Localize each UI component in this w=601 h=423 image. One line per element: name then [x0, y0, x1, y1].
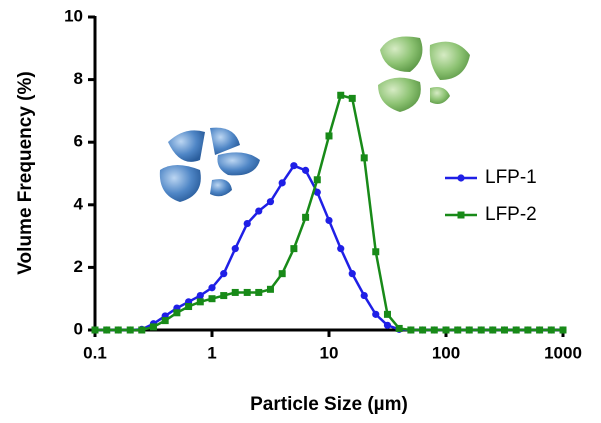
data-point [302, 166, 310, 174]
legend-label: LFP-1 [485, 167, 537, 188]
data-point [559, 326, 567, 334]
data-point [325, 216, 333, 225]
data-point [477, 326, 485, 334]
data-point [220, 292, 228, 300]
data-point [185, 303, 193, 311]
data-point [348, 94, 356, 102]
data-point [395, 324, 403, 332]
data-point [407, 326, 415, 334]
data-point [103, 326, 111, 334]
data-point [337, 91, 345, 99]
data-point [419, 326, 427, 334]
y-tick-label: 4 [74, 194, 84, 213]
data-point [489, 326, 497, 334]
data-point [465, 326, 473, 334]
data-point [266, 198, 275, 206]
data-point [243, 288, 251, 296]
x-tick-label: 1 [207, 343, 216, 362]
legend-marker [457, 211, 465, 219]
data-point [243, 219, 251, 228]
legend-label: LFP-2 [485, 204, 537, 225]
data-point [430, 326, 438, 334]
data-point [372, 310, 380, 318]
data-point [372, 248, 380, 256]
data-point [325, 132, 333, 140]
particle-icon-blue [159, 127, 260, 202]
data-point [255, 207, 263, 215]
data-point [208, 295, 216, 303]
y-tick-label: 2 [74, 257, 83, 276]
data-point [114, 326, 122, 334]
data-point [524, 326, 532, 334]
data-point [536, 326, 544, 334]
x-tick-label: 0.1 [83, 343, 107, 362]
data-point [266, 285, 274, 293]
data-point [161, 317, 169, 325]
x-tick-label: 100 [432, 343, 460, 362]
data-point [313, 188, 321, 196]
data-point [348, 270, 356, 278]
y-tick-label: 8 [74, 69, 83, 88]
y-axis-title: Volume Frequency (%) [15, 71, 36, 274]
data-point [91, 326, 99, 334]
data-point [360, 291, 368, 300]
data-point [173, 309, 181, 317]
x-axis-title: Particle Size (µm) [250, 394, 408, 415]
data-point [512, 326, 520, 334]
data-point [500, 326, 508, 334]
y-tick-label: 6 [74, 132, 83, 151]
data-point [231, 288, 239, 296]
data-point [313, 176, 321, 184]
data-point [231, 245, 239, 253]
data-point [337, 245, 345, 253]
x-tick-label: 1000 [544, 343, 582, 362]
particle-icon-green [378, 36, 470, 112]
data-point [196, 291, 204, 300]
data-point [302, 213, 310, 221]
data-point [220, 270, 228, 278]
data-point [255, 288, 263, 296]
data-point [547, 326, 555, 334]
legend-marker [457, 174, 465, 182]
data-point [208, 284, 216, 292]
data-point [149, 323, 157, 331]
data-point [454, 326, 462, 334]
data-point [138, 326, 146, 334]
data-point [126, 326, 134, 334]
y-tick-label: 10 [64, 6, 83, 25]
data-point [383, 321, 392, 329]
data-point [278, 179, 286, 187]
data-point [442, 326, 450, 334]
data-point [383, 310, 391, 318]
data-point [290, 245, 298, 253]
data-point [290, 162, 298, 170]
data-point [196, 298, 204, 306]
data-point [360, 154, 368, 162]
y-tick-label: 0 [74, 319, 83, 338]
x-tick-label: 10 [320, 343, 339, 362]
data-point [278, 270, 286, 278]
